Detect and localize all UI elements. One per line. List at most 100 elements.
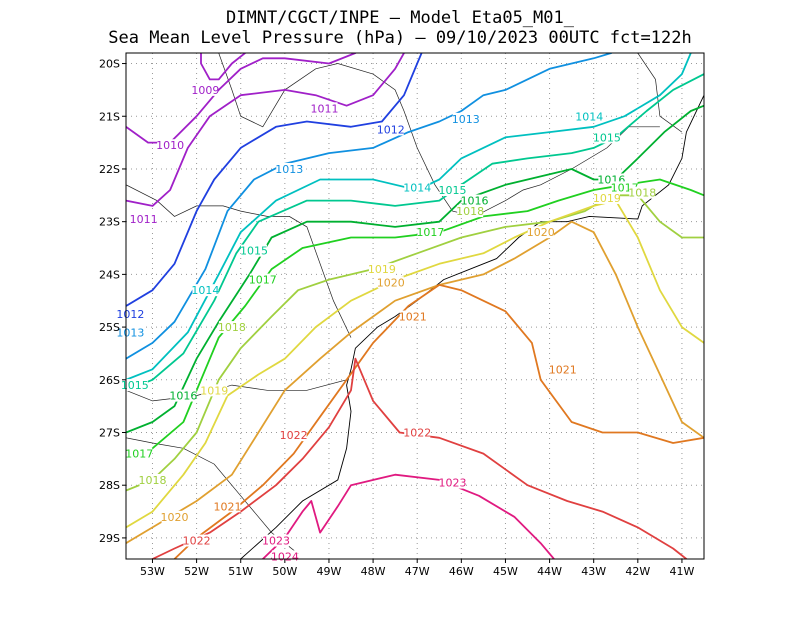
- isobar-label-bg: [117, 307, 144, 320]
- map-frame: [125, 52, 705, 560]
- isobar-1021: [173, 284, 704, 559]
- isobar-label-1014: 1014: [575, 110, 603, 123]
- isobar-label-bg: [457, 205, 484, 218]
- isobar-label-bg: [214, 500, 241, 513]
- lon-tick-label: 46W: [449, 565, 474, 578]
- isobar-label-bg: [201, 384, 228, 397]
- isobar-1019: [126, 199, 704, 529]
- isobar-label-1014: 1014: [403, 181, 431, 194]
- isobar-label-1015: 1015: [240, 245, 268, 258]
- isobar-label-bg: [157, 139, 184, 152]
- isobar-label-1015: 1015: [121, 379, 149, 392]
- isobar-label-1011: 1011: [130, 213, 158, 226]
- lon-tick-label: 47W: [405, 565, 430, 578]
- isobar-label-bg: [218, 321, 245, 334]
- state-border: [126, 184, 352, 338]
- isobar-1015: [126, 73, 704, 392]
- isobar-label-1018: 1018: [218, 321, 246, 334]
- lon-tick-label: 53W: [140, 565, 165, 578]
- isobar-label-bg: [593, 191, 620, 204]
- isobar-label-1018: 1018: [456, 205, 484, 218]
- isobar-label-bg: [549, 363, 576, 376]
- isobar-label-bg: [576, 110, 603, 123]
- isobar-label-1022: 1022: [183, 535, 211, 548]
- isobar-1014: [126, 53, 692, 381]
- lon-tick-label: 45W: [493, 565, 518, 578]
- isobar-label-1015: 1015: [439, 184, 467, 197]
- isobar-1023: [261, 473, 555, 559]
- isobar-label-bg: [121, 379, 148, 392]
- isobar-label-1014: 1014: [191, 284, 219, 297]
- state-border: [637, 53, 683, 133]
- isobar-label-bg: [130, 213, 157, 226]
- isobar-label-bg: [192, 284, 219, 297]
- isobar-label-1018: 1018: [138, 474, 166, 487]
- isobar-label-bg: [404, 426, 431, 439]
- isobar-label-bg: [126, 447, 153, 460]
- isobar-label-1021: 1021: [549, 363, 577, 376]
- lon-tick-label: 50W: [272, 565, 297, 578]
- isobar-label-bg: [377, 276, 404, 289]
- lon-tick-label: 44W: [537, 565, 562, 578]
- lon-tick-label: 48W: [361, 565, 386, 578]
- isobar-label-bg: [527, 226, 554, 239]
- lat-tick-label: 21S: [99, 110, 120, 123]
- isobar-label-1023: 1023: [439, 477, 467, 490]
- isobar-label-bg: [170, 389, 197, 402]
- lat-tick-label: 22S: [99, 163, 120, 176]
- isobar-label-1019: 1019: [200, 384, 228, 397]
- lon-tick-label: 41W: [670, 565, 695, 578]
- isobar-1016: [126, 104, 704, 434]
- isobar-label-1009: 1009: [191, 84, 219, 97]
- isobar-1022: [151, 357, 688, 559]
- isobar-label-1020: 1020: [377, 276, 405, 289]
- state-border: [126, 437, 299, 554]
- state-border: [126, 379, 347, 402]
- isobar-label-bg: [240, 244, 267, 257]
- isobar-label-bg: [417, 226, 444, 239]
- isobar-label-bg: [439, 476, 466, 489]
- isobar-label-1021: 1021: [213, 500, 241, 513]
- isobar-label-1017: 1017: [249, 274, 277, 287]
- isobar-label-bg: [276, 162, 303, 175]
- isobar-label-bg: [439, 184, 466, 197]
- isobar-label-bg: [399, 310, 426, 323]
- isobar-label-bg: [280, 429, 307, 442]
- isobar-label-bg: [368, 263, 395, 276]
- isobar-label-1013: 1013: [452, 113, 480, 126]
- isobar-label-1016: 1016: [461, 195, 489, 208]
- longitude-axis: 53W 52W 51W 50W 49W 48W 47W 46W 45W 44W 43W 42W 41W: [140, 559, 694, 578]
- lon-tick-label: 43W: [581, 565, 606, 578]
- state-border: [218, 53, 660, 217]
- isobar-1012: [126, 53, 423, 307]
- isobar-label-1022: 1022: [280, 429, 308, 442]
- isobar-label-bg: [183, 534, 210, 547]
- isobar-label-1024: 1024: [271, 550, 299, 563]
- latitude-axis: 20S 21S 22S 23S 24S 25S 26S 27S 28S 29S: [99, 58, 126, 545]
- isobar-label-1020: 1020: [161, 511, 189, 524]
- isobar-1011: [126, 53, 405, 207]
- isobar-label-1020: 1020: [527, 226, 555, 239]
- isobar-label-bg: [311, 102, 338, 115]
- chart-title-line2: Sea Mean Level Pressure (hPa) – 09/10/20…: [108, 28, 692, 48]
- isobar-label-1017: 1017: [125, 448, 153, 461]
- lat-tick-label: 24S: [99, 268, 120, 281]
- isobar-label-1017: 1017: [416, 226, 444, 239]
- isobar-label-bg: [377, 123, 404, 136]
- lon-tick-label: 52W: [184, 565, 209, 578]
- isobar-label-bg: [461, 194, 488, 207]
- isobar-label-bg: [593, 131, 620, 144]
- isobar-label-1010: 1010: [156, 139, 184, 152]
- lat-tick-label: 20S: [99, 58, 120, 71]
- contour-labels: 1009 1010 1011 1011 1012 1012 1013 1013 1013 1014…: [116, 83, 656, 563]
- isobar-label-bg: [161, 510, 188, 523]
- lat-tick-label: 27S: [99, 427, 120, 440]
- lon-tick-label: 42W: [625, 565, 650, 578]
- lat-tick-label: 29S: [99, 532, 120, 545]
- isobar-1018: [126, 194, 704, 492]
- isobar-label-1012: 1012: [116, 308, 144, 321]
- isobar-1020: [126, 220, 704, 545]
- isobar-label-1012: 1012: [377, 123, 405, 136]
- lon-tick-label: 49W: [317, 565, 342, 578]
